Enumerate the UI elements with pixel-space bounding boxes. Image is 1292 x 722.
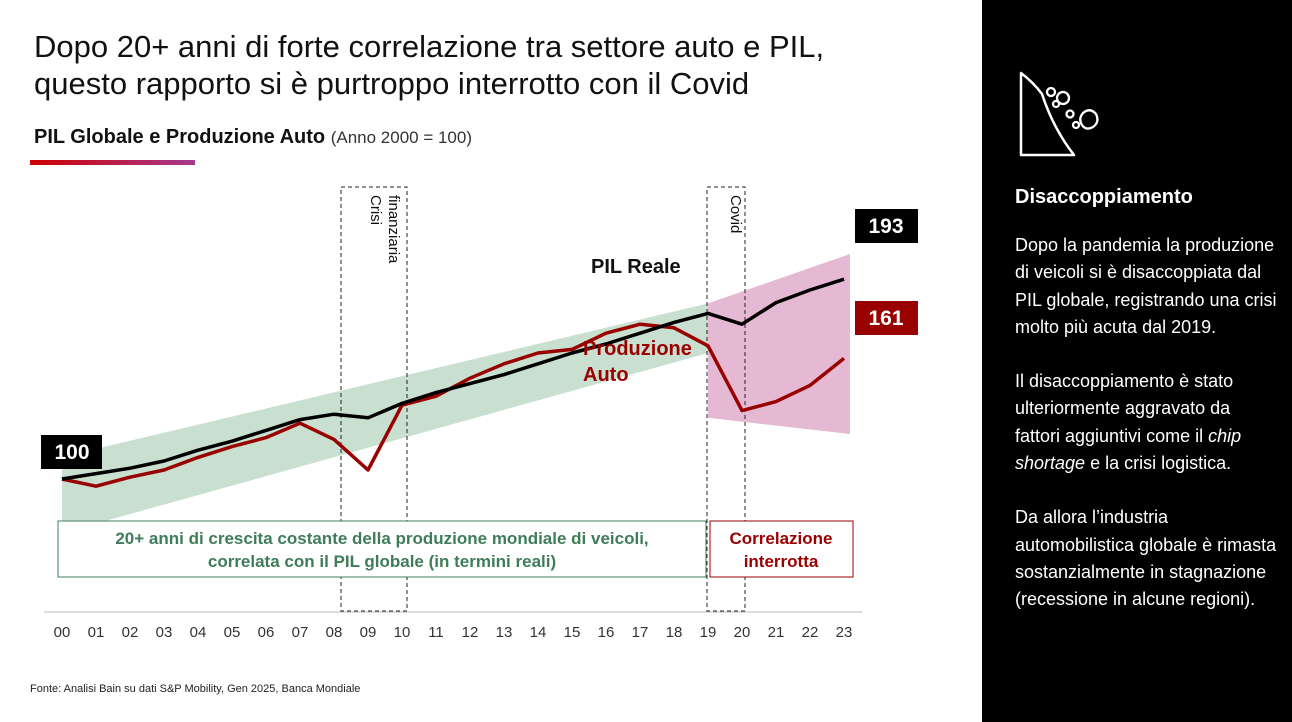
sidebar-paragraph-1: Dopo la pandemia la produzione di veicol… — [1015, 235, 1277, 337]
decoupling-band — [708, 254, 850, 434]
broken-correlation-line2: interrotta — [744, 552, 819, 571]
x-tick-label: 00 — [54, 624, 71, 641]
x-tick-label: 13 — [496, 624, 513, 641]
x-tick-label: 09 — [360, 624, 377, 641]
page-title: Dopo 20+ anni di forte correlazione tra … — [34, 29, 825, 101]
x-tick-label: 20 — [734, 624, 751, 641]
start-value-label: 100 — [54, 441, 89, 464]
x-tick-label: 05 — [224, 624, 241, 641]
x-tick-label: 01 — [88, 624, 105, 641]
broken-correlation-line1: Correlazione — [730, 529, 833, 548]
crisis-label-line2: finanziaria — [385, 195, 402, 264]
x-tick-label: 03 — [156, 624, 173, 641]
subtitle-bold: PIL Globale e Produzione Auto — [34, 126, 326, 148]
x-tick-label: 16 — [598, 624, 615, 641]
x-tick-label: 18 — [666, 624, 683, 641]
x-tick-label: 08 — [326, 624, 343, 641]
auto-end-label-box — [855, 301, 918, 335]
auto-series-label-line2: Auto — [583, 364, 629, 386]
line-chart: Crisi finanziaria Covid 00 01 02 03 04 05 06 07 08 0… — [41, 186, 918, 641]
x-tick-label: 11 — [428, 624, 444, 641]
covid-label: Covid — [727, 195, 744, 233]
sidebar-title: Disaccoppiamento — [1015, 186, 1193, 208]
x-tick-label: 15 — [564, 624, 581, 641]
chart-subtitle: PIL Globale e Produzione Auto (Anno 2000… — [34, 126, 472, 149]
gdp-line — [61, 277, 845, 481]
gdp-series-label: PIL Reale — [591, 256, 681, 278]
falling-rocks-icon — [1019, 71, 1099, 157]
sidebar-body: Dopo la pandemia la produzione di veicol… — [1015, 232, 1277, 641]
x-tick-label: 10 — [394, 624, 411, 641]
x-tick-label: 22 — [802, 624, 819, 641]
x-tick-label: 02 — [122, 624, 139, 641]
sidebar-paragraph-2: Il disaccoppiamento è stato ulteriorment… — [1015, 371, 1242, 474]
growth-annotation-line1: 20+ anni di crescita costante della prod… — [115, 529, 648, 548]
gdp-end-value-label: 193 — [868, 215, 903, 238]
accent-line — [30, 160, 195, 165]
broken-correlation-box — [709, 520, 854, 578]
x-tick-label: 04 — [190, 624, 207, 641]
x-tick-label: 23 — [836, 624, 853, 641]
x-tick-label: 14 — [530, 624, 547, 641]
gdp-end-label-box — [855, 209, 918, 243]
x-tick-label: 17 — [632, 624, 649, 641]
x-tick-label: 19 — [700, 624, 717, 641]
x-tick-label: 12 — [462, 624, 479, 641]
x-tick-label: 07 — [292, 624, 309, 641]
start-label-box — [41, 435, 102, 469]
x-tick-label: 06 — [258, 624, 275, 641]
crisis-label-line1: Crisi — [367, 195, 384, 225]
subtitle-note: (Anno 2000 = 100) — [330, 128, 473, 147]
auto-end-value-label: 161 — [868, 307, 903, 330]
growth-annotation-box — [57, 520, 707, 578]
sidebar-panel: Disaccoppiamento Dopo la pandemia la pro… — [982, 0, 1292, 722]
growth-annotation-line2: correlata con il PIL globale (in termini… — [208, 552, 556, 571]
x-tick-label: 21 — [768, 624, 785, 641]
auto-series-label-line1: Produzione — [583, 338, 692, 360]
sidebar-paragraph-3: Da allora l’industria automobilistica gl… — [1015, 507, 1277, 610]
source-note: Fonte: Analisi Bain su dati S&P Mobility… — [30, 683, 361, 695]
